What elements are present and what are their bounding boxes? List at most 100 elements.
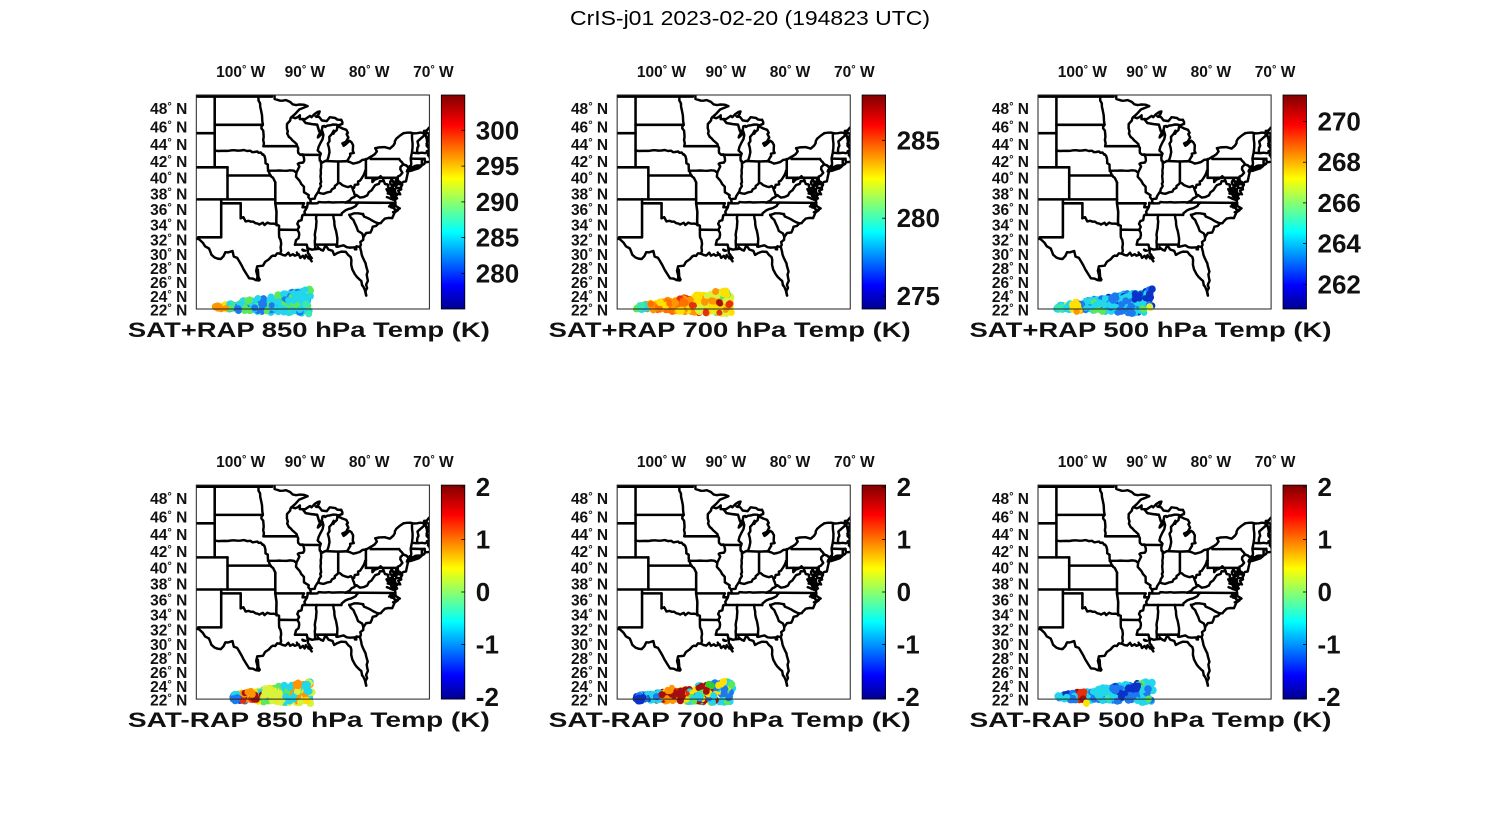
svg-text:24° N: 24° N: [992, 289, 1029, 306]
svg-text:48° N: 48° N: [571, 101, 608, 118]
svg-text:36° N: 36° N: [571, 592, 608, 609]
svg-text:80° W: 80° W: [349, 454, 390, 471]
svg-text:26° N: 26° N: [571, 275, 608, 292]
svg-text:80° W: 80° W: [1191, 454, 1232, 471]
svg-text:0: 0: [476, 577, 490, 607]
svg-text:28° N: 28° N: [571, 651, 608, 668]
svg-text:70° W: 70° W: [834, 454, 875, 471]
svg-text:48° N: 48° N: [992, 101, 1029, 118]
svg-text:2: 2: [1318, 472, 1332, 502]
svg-text:38° N: 38° N: [150, 187, 187, 204]
svg-text:48° N: 48° N: [992, 491, 1029, 508]
svg-text:28° N: 28° N: [992, 651, 1029, 668]
svg-text:275: 275: [897, 281, 940, 311]
svg-text:34° N: 34° N: [992, 217, 1029, 234]
svg-text:38° N: 38° N: [571, 577, 608, 594]
svg-text:40° N: 40° N: [571, 561, 608, 578]
svg-text:100° W: 100° W: [1058, 454, 1108, 471]
svg-text:280: 280: [476, 258, 519, 288]
svg-text:22° N: 22° N: [150, 693, 187, 710]
svg-text:90° W: 90° W: [285, 454, 326, 471]
svg-text:32° N: 32° N: [571, 622, 608, 639]
svg-text:28° N: 28° N: [150, 651, 187, 668]
svg-text:34° N: 34° N: [992, 608, 1029, 625]
svg-text:100° W: 100° W: [637, 64, 687, 81]
svg-text:38° N: 38° N: [992, 187, 1029, 204]
svg-text:0: 0: [1318, 577, 1332, 607]
svg-text:32° N: 32° N: [150, 622, 187, 639]
svg-text:36° N: 36° N: [150, 202, 187, 219]
svg-text:30° N: 30° N: [992, 247, 1029, 264]
svg-text:-2: -2: [1318, 682, 1341, 712]
svg-text:2: 2: [897, 472, 911, 502]
svg-text:36° N: 36° N: [150, 592, 187, 609]
svg-text:100° W: 100° W: [1058, 64, 1108, 81]
svg-text:42° N: 42° N: [150, 544, 187, 561]
svg-text:32° N: 32° N: [992, 622, 1029, 639]
svg-text:-1: -1: [897, 630, 920, 660]
svg-text:28° N: 28° N: [150, 261, 187, 278]
svg-text:24° N: 24° N: [150, 289, 187, 306]
svg-text:46° N: 46° N: [150, 509, 187, 526]
svg-text:34° N: 34° N: [150, 217, 187, 234]
svg-text:36° N: 36° N: [571, 202, 608, 219]
svg-text:2: 2: [476, 472, 490, 502]
svg-text:46° N: 46° N: [150, 119, 187, 136]
svg-text:40° N: 40° N: [992, 561, 1029, 578]
svg-text:48° N: 48° N: [150, 491, 187, 508]
svg-text:44° N: 44° N: [150, 137, 187, 154]
svg-text:290: 290: [476, 187, 519, 217]
svg-text:44° N: 44° N: [571, 527, 608, 544]
svg-text:264: 264: [1318, 229, 1362, 259]
svg-text:42° N: 42° N: [992, 154, 1029, 171]
svg-text:-1: -1: [1318, 630, 1341, 660]
svg-text:285: 285: [476, 223, 519, 253]
svg-text:90° W: 90° W: [706, 64, 747, 81]
svg-text:268: 268: [1318, 147, 1361, 177]
svg-text:24° N: 24° N: [992, 679, 1029, 696]
svg-text:46° N: 46° N: [992, 509, 1029, 526]
svg-text:36° N: 36° N: [992, 592, 1029, 609]
svg-text:24° N: 24° N: [571, 289, 608, 306]
svg-text:70° W: 70° W: [1255, 64, 1296, 81]
svg-text:0: 0: [897, 577, 911, 607]
svg-text:46° N: 46° N: [571, 509, 608, 526]
svg-text:24° N: 24° N: [571, 679, 608, 696]
svg-text:295: 295: [476, 151, 519, 181]
svg-text:28° N: 28° N: [571, 261, 608, 278]
svg-text:22° N: 22° N: [150, 302, 187, 319]
svg-text:262: 262: [1318, 269, 1361, 299]
svg-text:-2: -2: [897, 682, 920, 712]
svg-text:30° N: 30° N: [150, 247, 187, 264]
svg-text:1: 1: [1318, 525, 1332, 555]
svg-text:300: 300: [476, 115, 519, 145]
svg-text:90° W: 90° W: [1126, 454, 1167, 471]
svg-text:22° N: 22° N: [571, 302, 608, 319]
svg-text:100° W: 100° W: [637, 454, 687, 471]
svg-text:280: 280: [897, 203, 940, 233]
svg-text:46° N: 46° N: [571, 119, 608, 136]
svg-text:70° W: 70° W: [1255, 454, 1296, 471]
svg-text:266: 266: [1318, 188, 1361, 218]
svg-text:70° W: 70° W: [834, 64, 875, 81]
svg-text:44° N: 44° N: [571, 137, 608, 154]
svg-text:-2: -2: [476, 682, 499, 712]
svg-text:30° N: 30° N: [992, 637, 1029, 654]
svg-text:30° N: 30° N: [150, 637, 187, 654]
svg-text:48° N: 48° N: [571, 491, 608, 508]
svg-text:90° W: 90° W: [285, 64, 326, 81]
svg-text:24° N: 24° N: [150, 679, 187, 696]
svg-text:22° N: 22° N: [571, 693, 608, 710]
svg-text:44° N: 44° N: [150, 527, 187, 544]
svg-text:48° N: 48° N: [150, 101, 187, 118]
svg-text:46° N: 46° N: [992, 119, 1029, 136]
svg-text:34° N: 34° N: [571, 608, 608, 625]
svg-text:SAT-RAP 850 hPa Temp (K): SAT-RAP 850 hPa Temp (K): [128, 708, 490, 732]
svg-text:80° W: 80° W: [770, 454, 811, 471]
svg-text:44° N: 44° N: [992, 527, 1029, 544]
svg-text:SAT+RAP 500 hPa Temp (K): SAT+RAP 500 hPa Temp (K): [970, 318, 1332, 342]
svg-text:38° N: 38° N: [992, 577, 1029, 594]
svg-text:32° N: 32° N: [992, 232, 1029, 249]
svg-text:32° N: 32° N: [571, 232, 608, 249]
svg-text:26° N: 26° N: [150, 665, 187, 682]
